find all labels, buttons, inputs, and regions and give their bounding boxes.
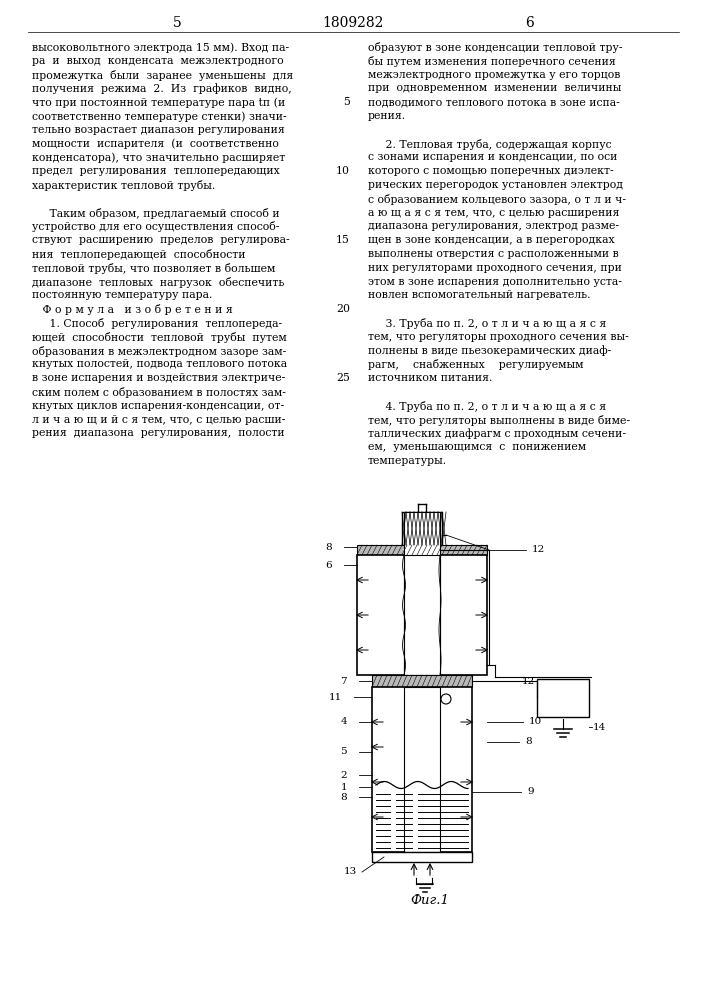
Bar bbox=[402, 512, 442, 545]
Bar bbox=[372, 687, 472, 852]
Text: тем, что регуляторы проходного сечения вы-: тем, что регуляторы проходного сечения в… bbox=[368, 332, 629, 342]
Text: 2. Тепловая труба, содержащая корпус: 2. Тепловая труба, содержащая корпус bbox=[368, 139, 612, 150]
Bar bbox=[372, 852, 472, 862]
Text: образования в межэлектродном зазоре зам-: образования в межэлектродном зазоре зам- bbox=[32, 346, 286, 357]
Text: 10: 10 bbox=[529, 718, 542, 726]
Text: 9: 9 bbox=[527, 788, 534, 796]
Text: ствуют  расширению  пределов  регулирова-: ствуют расширению пределов регулирова- bbox=[32, 235, 290, 245]
Circle shape bbox=[441, 694, 451, 704]
Text: бы путем изменения поперечного сечения: бы путем изменения поперечного сечения bbox=[368, 56, 616, 67]
Text: ния  теплопередающей  способности: ния теплопередающей способности bbox=[32, 249, 245, 260]
Text: ем,  уменьшающимся  с  понижением: ем, уменьшающимся с понижением bbox=[368, 442, 586, 452]
Text: 15: 15 bbox=[336, 235, 350, 245]
Text: в зоне испарения и воздействия электриче-: в зоне испарения и воздействия электриче… bbox=[32, 373, 285, 383]
Text: кнутых полостей, подвода теплового потока: кнутых полостей, подвода теплового поток… bbox=[32, 359, 287, 369]
Text: щен в зоне конденсации, а в перегородках: щен в зоне конденсации, а в перегородках bbox=[368, 235, 614, 245]
Text: получения  режима  2.  Из  графиков  видно,: получения режима 2. Из графиков видно, bbox=[32, 83, 292, 94]
Text: подводимого теплового потока в зоне испа-: подводимого теплового потока в зоне испа… bbox=[368, 97, 620, 107]
Text: ра  и  выход  конденсата  межэлектродного: ра и выход конденсата межэлектродного bbox=[32, 56, 284, 66]
Text: этом в зоне испарения дополнительно уста-: этом в зоне испарения дополнительно уста… bbox=[368, 277, 622, 287]
Text: мощности  испарителя  (и  соответственно: мощности испарителя (и соответственно bbox=[32, 139, 279, 149]
Text: 12: 12 bbox=[522, 676, 535, 686]
Text: конденсатора), что значительно расширяет: конденсатора), что значительно расширяет bbox=[32, 152, 285, 163]
Text: 4. Труба по п. 2, о т л и ч а ю щ а я с я: 4. Труба по п. 2, о т л и ч а ю щ а я с … bbox=[368, 401, 606, 412]
Text: Таким образом, предлагаемый способ и: Таким образом, предлагаемый способ и bbox=[32, 208, 280, 219]
Text: 10: 10 bbox=[336, 166, 350, 176]
Bar bbox=[404, 512, 440, 687]
Text: рения.: рения. bbox=[368, 111, 406, 121]
Text: тем, что регуляторы выполнены в виде биме-: тем, что регуляторы выполнены в виде бим… bbox=[368, 415, 630, 426]
Text: 5: 5 bbox=[340, 748, 347, 756]
Text: 8: 8 bbox=[340, 792, 347, 802]
Bar bbox=[537, 679, 589, 717]
Text: 11: 11 bbox=[329, 692, 342, 702]
Text: полнены в виде пьезокерамических диаф-: полнены в виде пьезокерамических диаф- bbox=[368, 346, 612, 356]
Text: диапазоне  тепловых  нагрузок  обеспечить: диапазоне тепловых нагрузок обеспечить bbox=[32, 277, 284, 288]
Text: рения  диапазона  регулирования,  полости: рения диапазона регулирования, полости bbox=[32, 428, 285, 438]
Text: кнутых циклов испарения-конденсации, от-: кнутых циклов испарения-конденсации, от- bbox=[32, 401, 284, 411]
Bar bbox=[372, 675, 472, 687]
Text: выполнены отверстия с расположенными в: выполнены отверстия с расположенными в bbox=[368, 249, 619, 259]
Text: 3. Труба по п. 2, о т л и ч а ю щ а я с я: 3. Труба по п. 2, о т л и ч а ю щ а я с … bbox=[368, 318, 606, 329]
Text: а ю щ а я с я тем, что, с целью расширения: а ю щ а я с я тем, что, с целью расширен… bbox=[368, 208, 619, 218]
Text: 25: 25 bbox=[336, 373, 350, 383]
Text: них регуляторами проходного сечения, при: них регуляторами проходного сечения, при bbox=[368, 263, 622, 273]
Text: 4: 4 bbox=[340, 718, 347, 726]
Text: источником питания.: источником питания. bbox=[368, 373, 492, 383]
Text: при  одновременном  изменении  величины: при одновременном изменении величины bbox=[368, 83, 621, 93]
Bar bbox=[404, 687, 440, 852]
Text: 2: 2 bbox=[340, 770, 347, 780]
Text: 12: 12 bbox=[532, 546, 545, 554]
Text: Ф о р м у л а   и з о б р е т е н и я: Ф о р м у л а и з о б р е т е н и я bbox=[32, 304, 233, 315]
Text: тельно возрастает диапазон регулирования: тельно возрастает диапазон регулирования bbox=[32, 125, 285, 135]
Text: 14: 14 bbox=[593, 722, 606, 732]
Bar bbox=[404, 555, 440, 675]
Text: ским полем с образованием в полостях зам-: ским полем с образованием в полостях зам… bbox=[32, 387, 286, 398]
Text: устройство для его осуществления способ-: устройство для его осуществления способ- bbox=[32, 221, 279, 232]
Text: 6: 6 bbox=[325, 560, 332, 570]
Text: ющей  способности  тепловой  трубы  путем: ющей способности тепловой трубы путем bbox=[32, 332, 287, 343]
Text: что при постоянной температуре пара tп (и: что при постоянной температуре пара tп (… bbox=[32, 97, 285, 108]
Text: 13: 13 bbox=[344, 867, 357, 876]
Text: 5: 5 bbox=[343, 97, 350, 107]
Text: Фиг.1: Фиг.1 bbox=[411, 894, 450, 907]
Text: температуры.: температуры. bbox=[368, 456, 447, 466]
Text: 1809282: 1809282 bbox=[322, 16, 384, 30]
Bar bbox=[357, 545, 487, 555]
Text: образуют в зоне конденсации тепловой тру-: образуют в зоне конденсации тепловой тру… bbox=[368, 42, 622, 53]
Text: 1: 1 bbox=[340, 782, 347, 792]
Text: 7: 7 bbox=[340, 676, 347, 686]
Text: межэлектродного промежутка у его торцов: межэлектродного промежутка у его торцов bbox=[368, 70, 620, 80]
Bar bbox=[357, 555, 487, 675]
Text: 6: 6 bbox=[525, 16, 534, 30]
Text: которого с помощью поперечных диэлект-: которого с помощью поперечных диэлект- bbox=[368, 166, 614, 176]
Text: таллических диафрагм с проходным сечени-: таллических диафрагм с проходным сечени- bbox=[368, 428, 626, 439]
Text: 8: 8 bbox=[525, 738, 532, 746]
Text: постоянную температуру пара.: постоянную температуру пара. bbox=[32, 290, 212, 300]
Text: тепловой трубы, что позволяет в большем: тепловой трубы, что позволяет в большем bbox=[32, 263, 275, 274]
Text: 20: 20 bbox=[336, 304, 350, 314]
Text: 5: 5 bbox=[173, 16, 182, 30]
Text: диапазона регулирования, электрод разме-: диапазона регулирования, электрод разме- bbox=[368, 221, 619, 231]
Text: рагм,    снабженных    регулируемым: рагм, снабженных регулируемым bbox=[368, 359, 583, 370]
Text: промежутка  были  заранее  уменьшены  для: промежутка были заранее уменьшены для bbox=[32, 70, 293, 81]
Text: предел  регулирования  теплопередающих: предел регулирования теплопередающих bbox=[32, 166, 280, 176]
Text: рических перегородок установлен электрод: рических перегородок установлен электрод bbox=[368, 180, 623, 190]
Text: характеристик тепловой трубы.: характеристик тепловой трубы. bbox=[32, 180, 215, 191]
Text: высоковольтного электрода 15 мм). Вход па-: высоковольтного электрода 15 мм). Вход п… bbox=[32, 42, 289, 53]
Text: л и ч а ю щ и й с я тем, что, с целью расши-: л и ч а ю щ и й с я тем, что, с целью ра… bbox=[32, 415, 286, 425]
Text: с зонами испарения и конденсации, по оси: с зонами испарения и конденсации, по оси bbox=[368, 152, 617, 162]
Text: соответственно температуре стенки) значи-: соответственно температуре стенки) значи… bbox=[32, 111, 286, 122]
Text: 8: 8 bbox=[325, 542, 332, 552]
Text: новлен вспомогательный нагреватель.: новлен вспомогательный нагреватель. bbox=[368, 290, 590, 300]
Text: с образованием кольцевого зазора, о т л и ч-: с образованием кольцевого зазора, о т л … bbox=[368, 194, 626, 205]
Text: 1. Способ  регулирования  теплопереда-: 1. Способ регулирования теплопереда- bbox=[32, 318, 282, 329]
